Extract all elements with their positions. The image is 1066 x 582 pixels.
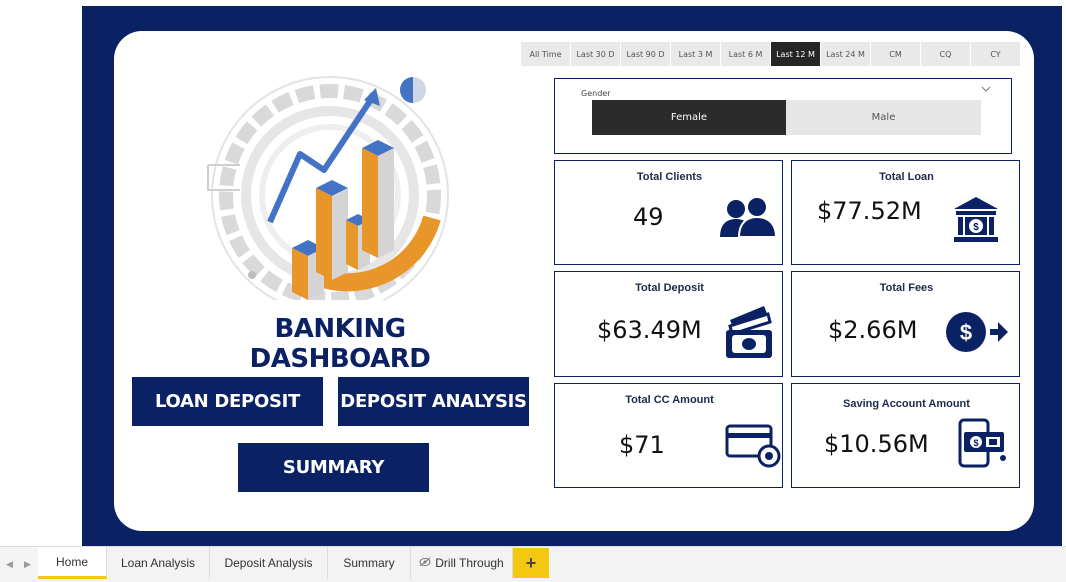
slicer-cm[interactable]: CM xyxy=(871,42,920,66)
kpi-value: $10.56M xyxy=(824,430,929,458)
slicer-last-3-m[interactable]: Last 3 M xyxy=(671,42,720,66)
loan-deposit-button[interactable]: LOAN DEPOSIT xyxy=(132,377,323,426)
kpi-value: 49 xyxy=(633,203,664,231)
slicer-last-90-d[interactable]: Last 90 D xyxy=(621,42,670,66)
dollar-transfer-icon: $ xyxy=(946,310,1010,359)
slicer-all-time[interactable]: All Time xyxy=(521,42,570,66)
svg-text:$: $ xyxy=(960,320,972,345)
chevron-down-icon[interactable] xyxy=(981,85,991,96)
credit-card-icon xyxy=(725,422,783,473)
add-page-button[interactable]: + xyxy=(513,548,549,578)
slicer-last-6-m[interactable]: Last 6 M xyxy=(721,42,770,66)
dashboard-title: BANKING DASHBOARD xyxy=(249,314,431,374)
summary-button[interactable]: SUMMARY xyxy=(238,443,429,492)
kpi-saving-account-amount-card: Saving Account Amount $10.56M $ xyxy=(791,383,1020,488)
gender-filter-label: Gender xyxy=(581,89,611,98)
people-icon xyxy=(719,196,778,244)
kpi-title: Total Deposit xyxy=(635,282,704,294)
date-range-slicer: All Time Last 30 D Last 90 D Last 3 M La… xyxy=(521,42,1020,66)
kpi-value: $63.49M xyxy=(597,316,702,344)
kpi-total-clients-card: Total Clients 49 xyxy=(554,160,783,265)
cash-deposit-icon xyxy=(724,304,776,365)
tab-summary[interactable]: Summary xyxy=(328,547,411,579)
tab-deposit-analysis[interactable]: Deposit Analysis xyxy=(210,547,328,579)
tab-loan-analysis[interactable]: Loan Analysis xyxy=(107,547,210,579)
kpi-value: $2.66M xyxy=(828,316,918,344)
kpi-total-loan-card: Total Loan $77.52M $ xyxy=(791,160,1020,265)
deposit-analysis-button[interactable]: DEPOSIT ANALYSIS xyxy=(338,377,529,426)
kpi-value: $77.52M xyxy=(817,197,922,225)
svg-text:$: $ xyxy=(973,438,978,448)
banking-growth-illustration xyxy=(200,70,460,314)
tab-home[interactable]: Home xyxy=(38,547,107,579)
kpi-title: Total Clients xyxy=(636,171,703,183)
kpi-title: Total Loan xyxy=(879,171,934,183)
slicer-last-30-d[interactable]: Last 30 D xyxy=(571,42,620,66)
gender-male-button[interactable]: Male xyxy=(786,100,981,135)
tab-drill-through[interactable]: Drill Through xyxy=(411,547,513,579)
page-tab-bar: ◀ ▶ Home Loan Analysis Deposit Analysis … xyxy=(0,546,1066,582)
slicer-cy[interactable]: CY xyxy=(971,42,1020,66)
slicer-last-12-m[interactable]: Last 12 M xyxy=(771,42,820,66)
hidden-page-icon xyxy=(419,556,431,570)
bank-icon: $ xyxy=(952,195,1000,248)
scroll-right-icon[interactable]: ▶ xyxy=(24,559,31,569)
kpi-title: Total CC Amount xyxy=(625,394,714,406)
kpi-value: $71 xyxy=(619,431,665,459)
kpi-total-deposit-card: Total Deposit $63.49M xyxy=(554,271,783,377)
kpi-total-cc-amount-card: Total CC Amount $71 xyxy=(554,383,783,488)
mobile-payment-icon: $ xyxy=(958,418,1008,473)
gender-filter-card: Gender Female Male xyxy=(554,78,1012,154)
svg-text:$: $ xyxy=(973,222,979,233)
tab-drill-through-label: Drill Through xyxy=(435,556,504,570)
slicer-cq[interactable]: CQ xyxy=(921,42,970,66)
kpi-title: Saving Account Amount xyxy=(843,398,970,410)
scroll-left-icon[interactable]: ◀ xyxy=(6,559,13,569)
kpi-title: Total Fees xyxy=(879,282,934,294)
slicer-last-24-m[interactable]: Last 24 M xyxy=(821,42,870,66)
kpi-total-fees-card: Total Fees $2.66M $ xyxy=(791,271,1020,377)
gender-female-button[interactable]: Female xyxy=(592,100,786,135)
